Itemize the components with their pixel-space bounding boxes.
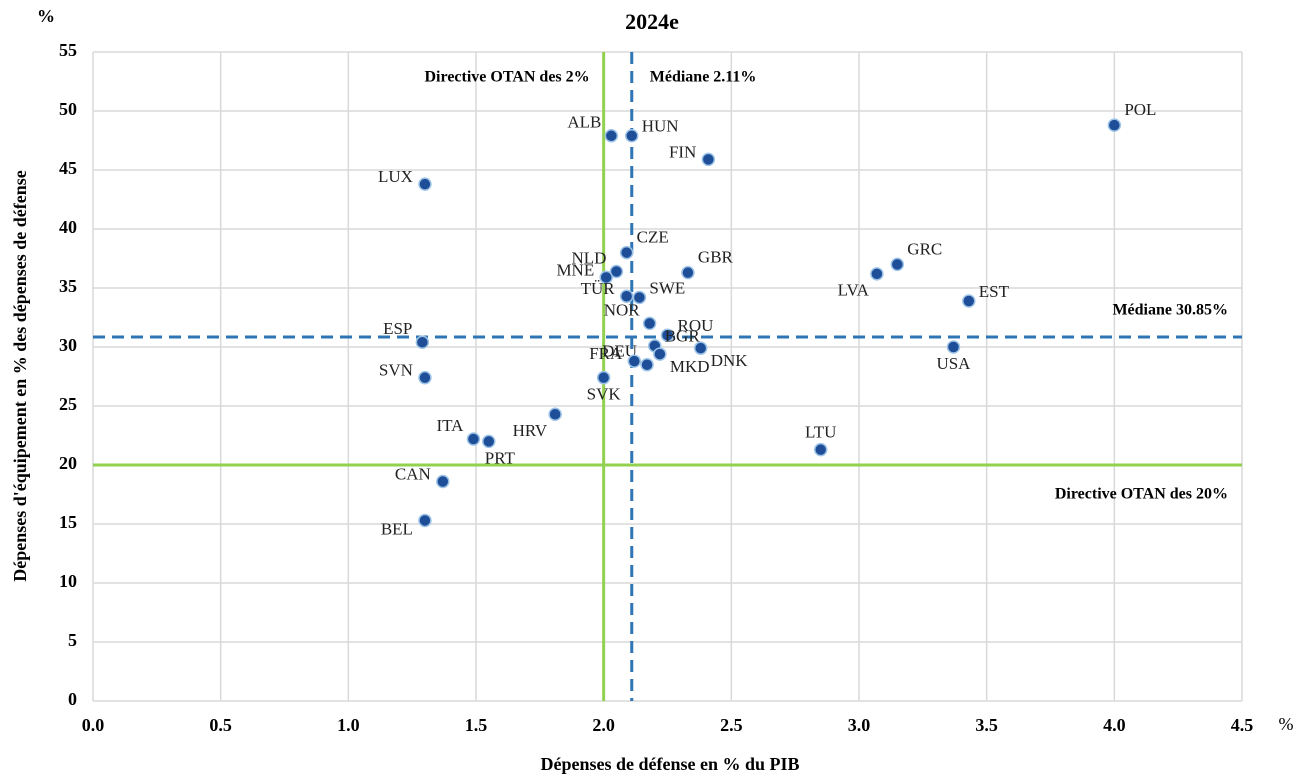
x-tick-label: 3.0 bbox=[848, 715, 871, 735]
data-point bbox=[642, 316, 657, 331]
point-label: ESP bbox=[383, 319, 412, 338]
y-tick-label: 50 bbox=[59, 99, 77, 119]
point-label: MKD bbox=[670, 357, 710, 376]
data-point bbox=[653, 347, 667, 361]
point-label: HUN bbox=[642, 117, 679, 136]
data-point bbox=[596, 370, 611, 385]
y-axis-label: Dépenses d'équipement en % des dépenses … bbox=[10, 170, 30, 582]
data-point bbox=[604, 129, 619, 143]
data-point bbox=[625, 129, 639, 143]
y-tick-label: 10 bbox=[59, 571, 77, 591]
point-label: CZE bbox=[637, 228, 669, 247]
y-tick-label: 15 bbox=[59, 512, 77, 532]
point-label: GRC bbox=[907, 239, 942, 258]
data-point bbox=[890, 257, 905, 272]
data-point bbox=[701, 152, 716, 167]
reference-label: Directive OTAN des 2% bbox=[425, 69, 590, 86]
data-point bbox=[415, 335, 430, 350]
point-label: EST bbox=[979, 282, 1010, 301]
data-point bbox=[466, 432, 481, 446]
point-label: ITA bbox=[436, 416, 464, 435]
point-label: GBR bbox=[698, 248, 734, 267]
data-point bbox=[681, 265, 695, 280]
data-point bbox=[599, 270, 613, 285]
reference-label: Médiane 30.85% bbox=[1112, 302, 1228, 319]
point-label: MNE bbox=[556, 260, 594, 279]
point-label: LTU bbox=[805, 423, 837, 442]
y-tick-label: 35 bbox=[59, 276, 77, 296]
x-tick-label: 2.0 bbox=[592, 715, 615, 735]
point-label: USA bbox=[936, 354, 971, 373]
point-label: POL bbox=[1124, 100, 1156, 119]
x-tick-label: 3.5 bbox=[975, 715, 998, 735]
data-point bbox=[693, 341, 708, 355]
y-tick-label: 0 bbox=[68, 689, 77, 709]
x-unit: % bbox=[1279, 714, 1294, 734]
data-point bbox=[660, 328, 675, 342]
point-label: PRT bbox=[485, 448, 516, 467]
y-tick-label: 55 bbox=[59, 40, 77, 60]
x-tick-label: 4.5 bbox=[1231, 715, 1254, 735]
y-tick-label: 30 bbox=[59, 335, 77, 355]
point-label: LUX bbox=[378, 167, 413, 186]
point-label: HRV bbox=[513, 421, 548, 440]
point-label: NLD bbox=[571, 248, 606, 267]
x-tick-label: 0.0 bbox=[82, 715, 105, 735]
x-tick-label: 2.5 bbox=[720, 715, 743, 735]
data-point bbox=[436, 474, 450, 489]
data-point bbox=[962, 294, 976, 308]
x-tick-label: 1.5 bbox=[465, 715, 488, 735]
chart-title: 2024e bbox=[625, 9, 679, 34]
y-unit: % bbox=[37, 6, 55, 26]
point-label: SWE bbox=[649, 278, 685, 297]
data-point bbox=[418, 513, 432, 528]
point-label: LVA bbox=[838, 281, 870, 300]
data-point bbox=[548, 407, 562, 422]
data-point bbox=[619, 289, 634, 304]
data-point bbox=[627, 354, 642, 368]
point-label: DNK bbox=[711, 351, 749, 370]
x-tick-label: 4.0 bbox=[1103, 715, 1126, 735]
data-point bbox=[418, 177, 432, 191]
y-tick-label: 20 bbox=[59, 453, 77, 473]
data-point bbox=[1107, 118, 1122, 132]
point-label: ALB bbox=[567, 113, 601, 132]
y-tick-label: 25 bbox=[59, 394, 77, 414]
data-point bbox=[640, 357, 654, 372]
data-point bbox=[482, 434, 496, 449]
x-tick-label: 1.0 bbox=[337, 715, 360, 735]
point-label: NOR bbox=[604, 300, 641, 319]
point-label: BGR bbox=[665, 327, 701, 346]
point-label: BEL bbox=[381, 519, 413, 538]
point-label: DEU bbox=[602, 342, 637, 361]
point-label: ROU bbox=[678, 316, 714, 335]
x-tick-label: 0.5 bbox=[209, 715, 232, 735]
data-point bbox=[946, 340, 961, 354]
point-label: CAN bbox=[395, 464, 431, 483]
point-label: TÜR bbox=[581, 279, 616, 298]
reference-label: Médiane 2.11% bbox=[650, 69, 757, 86]
data-point bbox=[632, 290, 647, 305]
x-axis-label: Dépenses de défense en % du PIB bbox=[540, 754, 799, 774]
reference-label: Directive OTAN des 20% bbox=[1055, 486, 1228, 503]
y-tick-label: 45 bbox=[59, 158, 77, 178]
data-point bbox=[619, 245, 634, 260]
point-label: FRA bbox=[589, 344, 623, 363]
data-point bbox=[609, 264, 624, 279]
data-point bbox=[813, 442, 828, 457]
data-point bbox=[418, 370, 432, 385]
data-point bbox=[870, 267, 884, 281]
point-label: FIN bbox=[669, 142, 696, 161]
y-tick-label: 5 bbox=[68, 630, 77, 650]
y-tick-label: 40 bbox=[59, 217, 77, 237]
point-label: SVN bbox=[379, 361, 413, 380]
point-label: SVK bbox=[587, 385, 622, 404]
